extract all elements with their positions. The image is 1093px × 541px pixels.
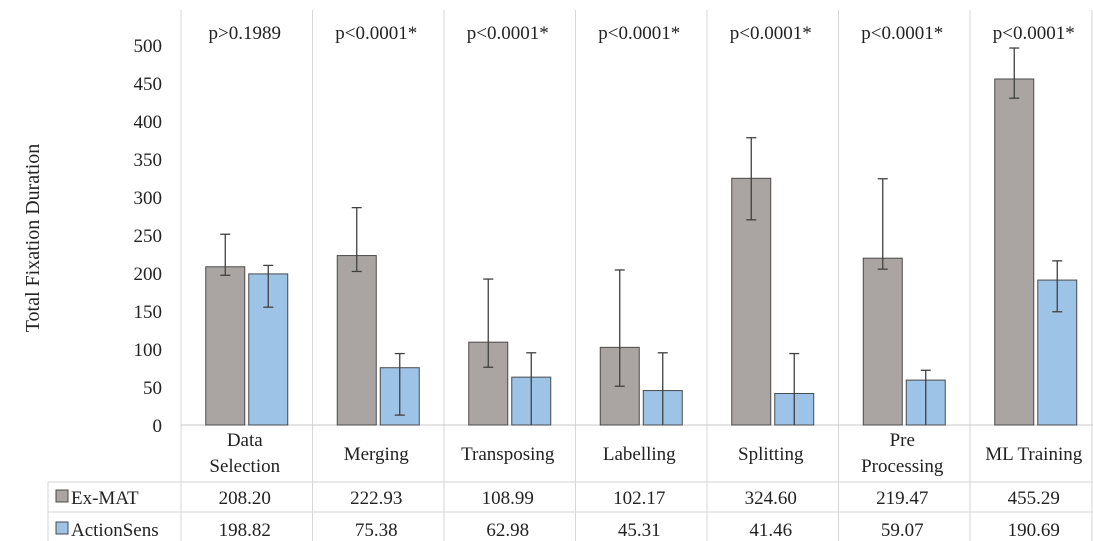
p-value-label: p<0.0001* bbox=[598, 23, 680, 44]
category-label: Processing bbox=[861, 456, 944, 477]
y-tick-label: 250 bbox=[134, 226, 163, 247]
legend-swatch bbox=[56, 522, 68, 534]
y-tick-label: 400 bbox=[134, 112, 163, 133]
bar bbox=[863, 258, 902, 425]
y-tick-label: 450 bbox=[134, 74, 163, 95]
legend-label: ActionSens bbox=[71, 520, 159, 541]
p-value-label: p<0.0001* bbox=[993, 23, 1075, 44]
p-value-label: p>0.1989 bbox=[209, 23, 281, 44]
y-tick-label: 0 bbox=[153, 416, 163, 437]
category-label: ML Training bbox=[985, 444, 1082, 465]
legend-swatch bbox=[56, 490, 68, 502]
table-cell: 45.31 bbox=[618, 520, 661, 541]
table-cell: 102.17 bbox=[613, 488, 665, 509]
table-cell: 455.29 bbox=[1008, 488, 1060, 509]
table-cell: 108.99 bbox=[482, 488, 534, 509]
p-value-label: p<0.0001* bbox=[467, 23, 549, 44]
p-value-label: p<0.0001* bbox=[861, 23, 943, 44]
y-tick-label: 100 bbox=[134, 340, 163, 361]
bar bbox=[206, 267, 245, 425]
y-tick-label: 150 bbox=[134, 302, 163, 323]
category-label: Selection bbox=[209, 456, 280, 477]
table-cell: 198.82 bbox=[219, 520, 271, 541]
bar bbox=[995, 79, 1034, 425]
category-label: Data bbox=[227, 430, 263, 451]
y-tick-label: 50 bbox=[143, 378, 162, 399]
p-value-label: p<0.0001* bbox=[730, 23, 812, 44]
y-tick-label: 300 bbox=[134, 188, 163, 209]
table-cell: 190.69 bbox=[1008, 520, 1060, 541]
table-cell: 75.38 bbox=[355, 520, 398, 541]
table-cell: 324.60 bbox=[745, 488, 797, 509]
category-label: Merging bbox=[344, 444, 410, 465]
legend-label: Ex-MAT bbox=[71, 488, 139, 509]
y-tick-label: 500 bbox=[134, 36, 163, 57]
category-label: Splitting bbox=[738, 444, 804, 465]
table-cell: 222.93 bbox=[350, 488, 402, 509]
category-label: Labelling bbox=[603, 444, 676, 465]
table-cell: 41.46 bbox=[749, 520, 792, 541]
table-cell: 62.98 bbox=[486, 520, 529, 541]
table-cell: 219.47 bbox=[876, 488, 928, 509]
y-tick-label: 200 bbox=[134, 264, 163, 285]
p-value-label: p<0.0001* bbox=[335, 23, 417, 44]
category-label: Pre bbox=[890, 430, 915, 451]
y-axis-title: Total Fixation Duration bbox=[22, 144, 44, 333]
y-tick-label: 350 bbox=[134, 150, 163, 171]
category-label: Transposing bbox=[461, 444, 555, 465]
table-cell: 59.07 bbox=[881, 520, 924, 541]
table-cell: 208.20 bbox=[219, 488, 271, 509]
bar bbox=[337, 256, 376, 425]
